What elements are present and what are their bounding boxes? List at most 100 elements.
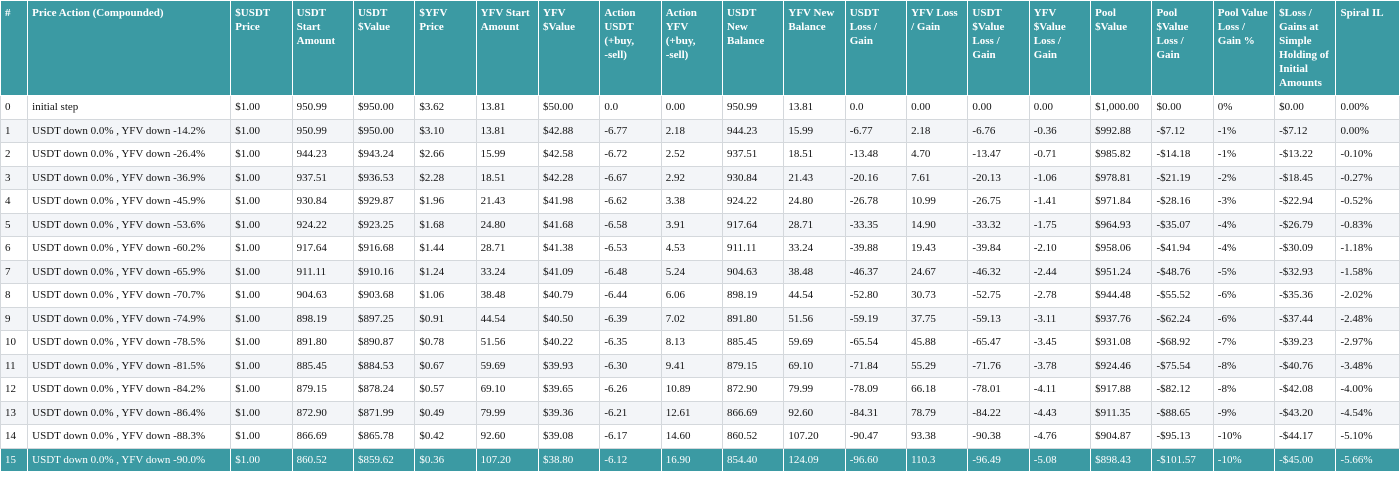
table-cell: 124.09 — [783, 447, 846, 472]
table-cell: -$28.16 — [1151, 189, 1214, 214]
table-cell: 18.51 — [783, 142, 846, 167]
table-row: 9 USDT down 0.0% , YFV down -74.9% $1.00 89… — [0, 306, 1400, 331]
table-cell: $1.00 — [230, 95, 293, 120]
table-row: 2 USDT down 0.0% , YFV down -26.4% $1.00 94… — [0, 142, 1400, 167]
table-cell: -5% — [1212, 259, 1276, 284]
column-header: $YFV Price — [414, 0, 477, 96]
column-header: $USDT Price — [230, 0, 293, 96]
table-cell: -$32.93 — [1274, 259, 1337, 284]
table-cell: -0.10% — [1335, 142, 1400, 167]
table-row: 12 USDT down 0.0% , YFV down -84.2% $1.00 8… — [0, 377, 1400, 402]
table-cell: -33.35 — [844, 212, 908, 237]
table-cell: -7% — [1212, 330, 1276, 355]
table-cell: USDT down 0.0% , YFV down -53.6% — [27, 212, 232, 237]
table-cell: $936.53 — [352, 165, 416, 190]
table-cell: 7 — [0, 259, 29, 284]
table-cell: 860.52 — [722, 424, 785, 449]
table-cell: 107.20 — [475, 447, 540, 472]
table-cell: 866.69 — [722, 400, 785, 425]
table-cell: -8% — [1212, 353, 1276, 378]
table-cell: -2.48% — [1335, 306, 1400, 331]
table-cell: 45.88 — [906, 330, 969, 355]
table-cell: USDT down 0.0% , YFV down -88.3% — [27, 424, 232, 449]
table-cell: 38.48 — [783, 259, 846, 284]
table-cell: -4.11 — [1028, 377, 1092, 402]
table-cell: 24.80 — [475, 212, 540, 237]
table-cell: $1.68 — [414, 212, 477, 237]
table-cell: -6.62 — [599, 189, 662, 214]
table-cell: 15.99 — [783, 118, 846, 143]
table-cell: -4% — [1212, 236, 1276, 261]
table-cell: -2% — [1212, 165, 1276, 190]
table-cell: 13.81 — [475, 95, 540, 120]
simulation-table: # Price Action (Compounded) $USDT Price USD… — [0, 0, 1400, 472]
table-cell: 11 — [0, 353, 29, 378]
table-cell: -6.48 — [599, 259, 662, 284]
table-cell: -$95.13 — [1151, 424, 1214, 449]
table-cell: -$14.18 — [1151, 142, 1214, 167]
table-cell: 0.00 — [906, 95, 969, 120]
table-cell: 891.80 — [291, 330, 354, 355]
table-row: 13 USDT down 0.0% , YFV down -86.4% $1.00 8… — [0, 400, 1400, 425]
table-cell: 891.80 — [722, 306, 785, 331]
table-cell: -6.30 — [599, 353, 662, 378]
table-cell: -1.06 — [1028, 165, 1092, 190]
table-row: 8 USDT down 0.0% , YFV down -70.7% $1.00 90… — [0, 283, 1400, 308]
table-cell: $898.43 — [1090, 447, 1153, 472]
table-cell: $1.00 — [230, 283, 293, 308]
table-cell: 10 — [0, 330, 29, 355]
table-cell: 79.99 — [475, 400, 540, 425]
table-cell: $871.99 — [352, 400, 416, 425]
table-cell: 0.00 — [967, 95, 1030, 120]
table-cell: 9 — [0, 306, 29, 331]
table-cell: -3.45 — [1028, 330, 1092, 355]
table-cell: -90.38 — [967, 424, 1030, 449]
table-cell: $859.62 — [352, 447, 416, 472]
table-cell: $0.91 — [414, 306, 477, 331]
table-cell: -$35.07 — [1151, 212, 1214, 237]
table-cell: -6.58 — [599, 212, 662, 237]
table-cell: $911.35 — [1090, 400, 1153, 425]
table-cell: $0.78 — [414, 330, 477, 355]
table-row: 10 USDT down 0.0% , YFV down -78.5% $1.00 8… — [0, 330, 1400, 355]
table-cell: $1.00 — [230, 353, 293, 378]
table-cell: 930.84 — [291, 189, 354, 214]
table-cell: 866.69 — [291, 424, 354, 449]
table-cell: $1.24 — [414, 259, 477, 284]
table-cell: -10% — [1212, 424, 1276, 449]
table-cell: -0.52% — [1335, 189, 1400, 214]
table-cell: 33.24 — [475, 259, 540, 284]
table-cell: $40.79 — [538, 283, 601, 308]
table-cell: 911.11 — [722, 236, 785, 261]
table-cell: 3 — [0, 165, 29, 190]
table-cell: -$88.65 — [1151, 400, 1214, 425]
table-cell: USDT down 0.0% , YFV down -70.7% — [27, 283, 232, 308]
table-cell: -0.27% — [1335, 165, 1400, 190]
table-row: 4 USDT down 0.0% , YFV down -45.9% $1.00 93… — [0, 189, 1400, 214]
table-cell: $1.00 — [230, 400, 293, 425]
column-header: YFV $Value — [538, 0, 601, 96]
table-cell: 3.91 — [660, 212, 724, 237]
table-cell: $38.80 — [538, 447, 601, 472]
table-cell: -3% — [1212, 189, 1276, 214]
table-cell: $1,000.00 — [1090, 95, 1153, 120]
table-cell: -59.19 — [844, 306, 908, 331]
table-cell: $884.53 — [352, 353, 416, 378]
table-cell: -90.47 — [844, 424, 908, 449]
table-cell: 92.60 — [475, 424, 540, 449]
table-cell: $910.16 — [352, 259, 416, 284]
table-cell: 6 — [0, 236, 29, 261]
table-cell: -2.97% — [1335, 330, 1400, 355]
table-row: 14 USDT down 0.0% , YFV down -88.3% $1.00 8… — [0, 424, 1400, 449]
table-cell: $890.87 — [352, 330, 416, 355]
table-cell: 44.54 — [783, 283, 846, 308]
table-cell: $951.24 — [1090, 259, 1153, 284]
table-cell: 14 — [0, 424, 29, 449]
table-cell: $878.24 — [352, 377, 416, 402]
table-cell: USDT down 0.0% , YFV down -84.2% — [27, 377, 232, 402]
table-cell: 3.38 — [660, 189, 724, 214]
table-cell: 16.90 — [660, 447, 724, 472]
table-cell: -13.48 — [844, 142, 908, 167]
table-cell: -20.16 — [844, 165, 908, 190]
table-cell: -39.88 — [844, 236, 908, 261]
